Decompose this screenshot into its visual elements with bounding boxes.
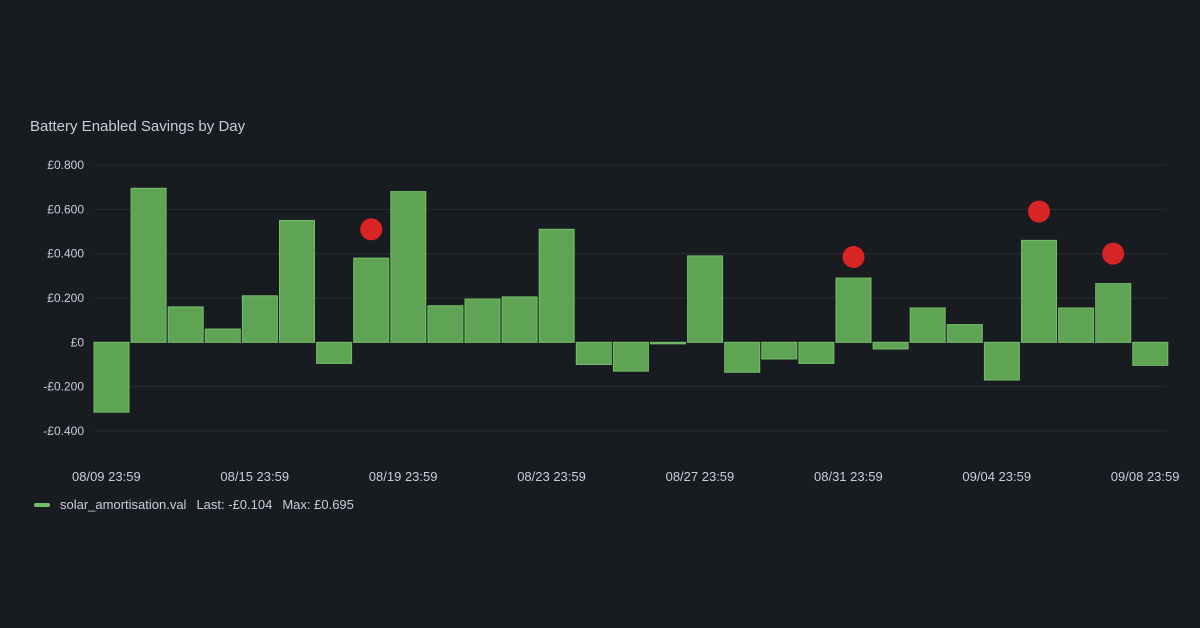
markers [360, 200, 1125, 268]
bar [650, 341, 686, 345]
chart-title: Battery Enabled Savings by Day [30, 118, 246, 135]
y-tick-label: £0 [71, 335, 85, 349]
bar [983, 341, 1020, 381]
bar [241, 295, 278, 343]
bar [872, 341, 909, 350]
bar [204, 328, 241, 343]
y-tick-label: £0.200 [47, 291, 84, 305]
bar [835, 277, 872, 343]
bar [167, 306, 204, 343]
bar [1095, 283, 1132, 343]
marker-point [360, 218, 383, 241]
bar [1021, 239, 1057, 343]
bar [390, 191, 427, 343]
y-tick-label: £0.400 [47, 247, 84, 261]
bar [687, 255, 724, 343]
bar [946, 324, 983, 343]
bar [130, 187, 167, 343]
x-tick-label: 08/09 23:59 [72, 469, 141, 484]
bar [1058, 307, 1095, 343]
bar [798, 341, 835, 364]
marker-point [842, 245, 865, 268]
legend-series-name[interactable]: solar_amortisation.val [60, 497, 187, 512]
x-tick-label: 08/27 23:59 [666, 469, 735, 484]
bar [501, 296, 538, 343]
y-tick-label: £0.600 [47, 202, 84, 216]
x-tick-label: 09/08 23:59 [1111, 469, 1180, 484]
x-axis-ticks: 08/09 23:59 08/15 23:59 08/19 23:59 08/23 2… [72, 469, 1179, 484]
x-tick-label: 08/31 23:59 [814, 469, 883, 484]
y-tick-label: -£0.200 [43, 380, 84, 394]
x-tick-label: 09/04 23:59 [962, 469, 1031, 484]
x-tick-label: 08/23 23:59 [517, 469, 586, 484]
y-tick-label: £0.800 [47, 158, 84, 172]
bar [612, 341, 649, 372]
bar [464, 298, 501, 343]
bar [538, 228, 575, 343]
legend-last-value: Last: -£0.104 [196, 497, 273, 512]
bar [279, 219, 315, 343]
bar [316, 341, 353, 364]
x-tick-label: 08/15 23:59 [220, 469, 289, 484]
marker-point [1028, 200, 1050, 223]
legend-max-value: Max: £0.695 [282, 497, 354, 512]
bar [353, 257, 390, 343]
legend-swatch [34, 502, 50, 507]
marker-point [1102, 242, 1125, 265]
bars [93, 187, 1169, 413]
x-tick-label: 08/19 23:59 [369, 469, 438, 484]
bar [427, 305, 464, 343]
y-tick-label: -£0.400 [43, 424, 84, 438]
y-axis-ticks: £0.800 £0.600 £0.400 £0.200 £0 -£0.200 -£0.400 [43, 158, 84, 438]
bar [575, 341, 612, 366]
bar [93, 341, 130, 413]
bar [909, 307, 946, 343]
legend[interactable]: solar_amortisation.val Last: -£0.104 Max… [34, 497, 354, 512]
bar [1132, 341, 1169, 366]
bar [724, 341, 761, 373]
bar [761, 341, 798, 360]
